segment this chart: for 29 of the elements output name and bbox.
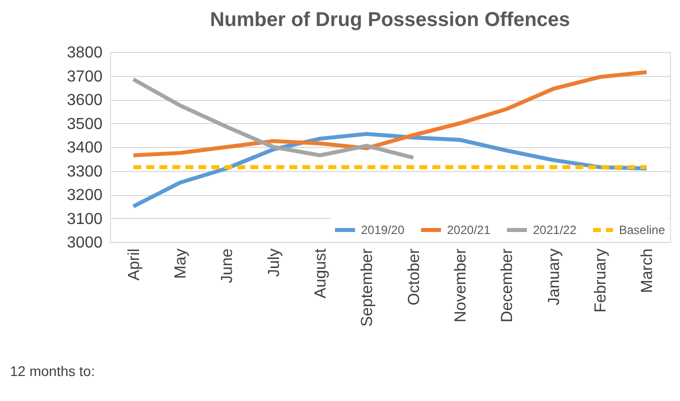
- x-tick-label: March: [639, 248, 656, 293]
- y-tick-label: 3100: [66, 210, 103, 228]
- x-tick-label: November: [452, 248, 470, 322]
- line-series: [131, 70, 649, 158]
- chart-title: Number of Drug Possession Offences: [210, 9, 570, 31]
- x-tick-label: April: [126, 248, 143, 281]
- legend-label: 2021/22: [533, 223, 577, 237]
- legend-label: 2019/20: [361, 223, 405, 237]
- y-tick-label: 3700: [66, 68, 103, 86]
- x-tick-label: September: [359, 248, 376, 327]
- x-tick-label: December: [499, 248, 516, 322]
- y-tick-label: 3800: [66, 44, 103, 62]
- x-tick-label: July: [266, 248, 283, 277]
- y-tick-label: 3500: [66, 116, 103, 133]
- x-tick-label: October: [406, 248, 423, 306]
- y-tick-label: 3200: [66, 187, 103, 204]
- x-tick-label: August: [312, 248, 330, 298]
- y-tick-label: 3300: [66, 163, 103, 180]
- legend-label: Baseline: [619, 223, 666, 237]
- text: 12 months to:: [10, 363, 95, 379]
- x-tick-label: February: [592, 248, 610, 313]
- y-tick-label: 3600: [66, 92, 103, 109]
- legend-label: 2020/21: [447, 223, 491, 237]
- y-tick-label: 3000: [66, 234, 103, 252]
- y-tick-label: 3400: [66, 140, 103, 156]
- x-tick-label: May: [172, 248, 190, 279]
- x-tick-label: January: [546, 248, 563, 306]
- line-series: [131, 77, 416, 160]
- x-tick-label: June: [219, 248, 236, 284]
